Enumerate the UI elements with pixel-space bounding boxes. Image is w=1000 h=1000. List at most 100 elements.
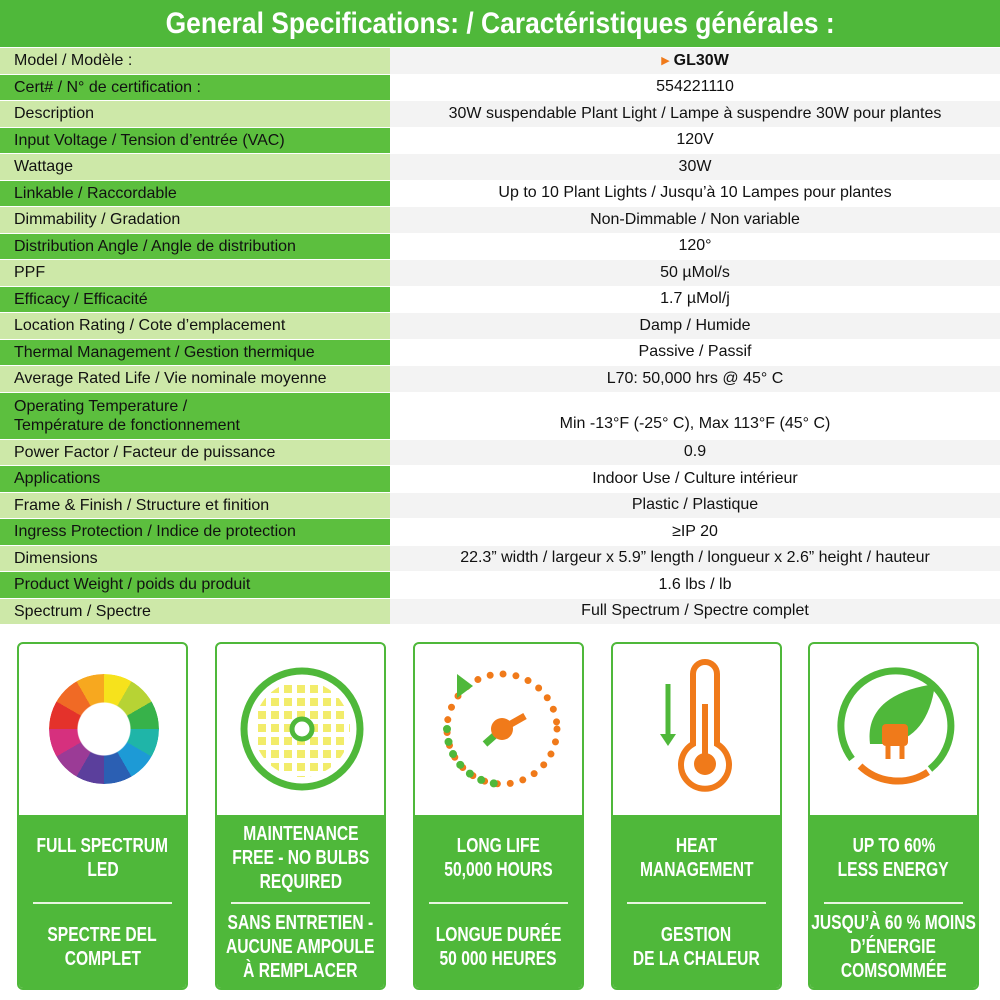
spec-label: Product Weight / poids du produit [14,576,251,594]
spec-value-cell: Min -13°F (-25° C), Max 113°F (45° C) [390,392,1000,439]
spec-value: Full Spectrum / Spectre complet [581,602,809,620]
spec-label-cell: Thermal Management / Gestion thermique [0,339,390,365]
spec-label-cell: Location Rating / Cote d’emplacement [0,313,390,339]
spec-row: Distribution Angle / Angle de distributi… [0,232,1000,259]
french-block: JUSQU’À 60 % MOINS D’ÉNERGIE COMSOMMÉE [810,904,977,989]
feature-text: HEAT MANAGEMENT GESTION DE LA CHALEUR [613,815,780,988]
spec-label-cell: Input Voltage / Tension d’entrée (VAC) [0,127,390,153]
spec-value-cell: Plastic / Plastique [390,492,1000,518]
spec-label: Location Rating / Cote d’emplacement [14,317,286,335]
feature-line: SPECTRE DEL [47,923,158,946]
feature-card: LONG LIFE 50,000 HOURS LONGUE DURÉE 50 000 … [413,642,584,990]
feature-icon [19,644,186,815]
english-block: LONG LIFE 50,000 HOURS [415,815,582,902]
spec-value-cell: ▶ GL30W [390,48,1000,74]
header: General Specifications: / Caractéristiqu… [0,0,1000,47]
spec-value: Plastic / Plastique [631,496,759,514]
spec-value-cell: 1.6 lbs / lb [390,572,1000,598]
spec-value-cell: L70: 50,000 hrs @ 45° C [390,366,1000,392]
spec-row: Input Voltage / Tension d’entrée (VAC) 12… [0,126,1000,153]
feature-line: DE LA CHALEUR [633,947,760,970]
spec-label: Cert# / N° de certification : [14,78,201,96]
feature-line: FULL SPECTRUM [36,835,169,858]
spec-label: Température de fonctionnement [14,416,240,434]
spec-value-cell: 120° [390,233,1000,259]
spec-row: Dimmability / Gradation Non-Dimmable / No… [0,206,1000,233]
feature-card: FULL SPECTRUM LED SPECTRE DEL COMPLET [17,642,188,990]
divider [429,901,568,904]
feature-line: REQUIRED [259,871,342,894]
spec-label: Linkable / Raccordable [14,184,177,202]
feature-card: HEAT MANAGEMENT GESTION DE LA CHALEUR [611,642,782,990]
spec-row: Wattage 30W [0,153,1000,180]
spec-value-cell: Damp / Humide [390,313,1000,339]
spec-row: Power Factor / Facteur de puissance 0.9 [0,438,1000,465]
english-block: HEAT MANAGEMENT [613,815,780,902]
spec-value-cell: 30W [390,154,1000,180]
feature-icon [217,644,384,815]
feature-line: SANS ENTRETIEN - [227,911,374,934]
spec-row: Efficacy / Efficacité 1.7 µMol/j [0,285,1000,312]
feature-text: MAINTENANCE FREE - NO BULBS REQUIRED SANS E… [217,815,384,989]
feature-line: GESTION [661,923,732,946]
feature-line: HEAT [675,835,718,858]
spec-value-cell: 50 µMol/s [390,260,1000,286]
feature-line: MANAGEMENT [639,859,754,882]
spec-value-cell: Up to 10 Plant Lights / Jusqu’à 10 Lampe… [390,180,1000,206]
spec-value: 120° [678,237,712,255]
spec-row: Operating Temperature / Température de fo… [0,391,1000,439]
spec-value-cell: ≥IP 20 [390,519,1000,545]
spec-value: Passive / Passif [638,343,752,361]
spec-row: Dimensions 22.3” width / largeur x 5.9” l… [0,544,1000,571]
spec-value: 0.9 [683,443,707,461]
spec-label-cell: Dimmability / Gradation [0,207,390,233]
spec-row: Average Rated Life / Vie nominale moyenn… [0,365,1000,392]
spec-row: Linkable / Raccordable Up to 10 Plant Lig… [0,179,1000,206]
spec-value-cell: 120V [390,127,1000,153]
spec-value: Damp / Humide [639,316,751,334]
spec-value-cell: 22.3” width / largeur x 5.9” length / lo… [390,545,1000,571]
spec-value: 50 µMol/s [660,263,730,281]
french-block: SANS ENTRETIEN - AUCUNE AMPOULE À REMPLACE… [217,904,384,989]
spec-label-cell: Linkable / Raccordable [0,180,390,206]
spec-label-cell: Efficacy / Efficacité [0,286,390,312]
spec-label-cell: Frame & Finish / Structure et finition [0,492,390,518]
spec-label: Model / Modèle : [14,52,133,70]
feature-text: UP TO 60% LESS ENERGY JUSQU’À 60 % MOINS D’… [810,815,977,989]
feature-line: COMSOMMÉE [840,959,947,982]
spec-value-cell: Passive / Passif [390,339,1000,365]
spec-label: Power Factor / Facteur de puissance [14,443,276,461]
spec-label-cell: Wattage [0,154,390,180]
spec-row: Model / Modèle : ▶ GL30W [0,47,1000,74]
spec-row: Cert# / N° de certification : 554221110 [0,73,1000,100]
spec-value-cell: 1.7 µMol/j [390,286,1000,312]
spec-label-cell: Average Rated Life / Vie nominale moyenn… [0,366,390,392]
feature-line: À REMPLACER [243,959,358,982]
spec-label-cell: Dimensions [0,545,390,571]
spec-label-cell: Spectrum / Spectre [0,598,390,624]
spec-label: Description [14,105,95,123]
feature-line: LONGUE DURÉE [435,923,562,946]
spec-row: Thermal Management / Gestion thermique Pa… [0,338,1000,365]
spec-row: Spectrum / Spectre Full Spectrum / Spectr… [0,597,1000,624]
spec-value: ≥IP 20 [672,522,718,540]
spec-label-cell: Operating Temperature / Température de fo… [0,392,390,439]
french-block: LONGUE DURÉE 50 000 HEURES [415,904,582,989]
spec-value: Up to 10 Plant Lights / Jusqu’à 10 Lampe… [498,184,892,202]
spec-label: Average Rated Life / Vie nominale moyenn… [14,370,327,388]
spec-value: 554221110 [656,78,734,96]
spec-value-cell: 30W suspendable Plant Light / Lampe à su… [390,101,1000,127]
spec-value: 1.6 lbs / lb [658,575,732,593]
spec-value: GL30W [673,51,729,69]
spec-label: Applications [14,470,101,488]
feature-text: FULL SPECTRUM LED SPECTRE DEL COMPLET [19,815,186,988]
feature-line: UP TO 60% [852,835,935,858]
spec-value: Min -13°F (-25° C), Max 113°F (45° C) [559,414,831,432]
feature-line: COMPLET [64,947,141,970]
spec-value-cell: Full Spectrum / Spectre complet [390,598,1000,624]
feature-card: UP TO 60% LESS ENERGY JUSQU’À 60 % MOINS D’… [808,642,979,990]
spec-row: Frame & Finish / Structure et finition Pl… [0,491,1000,518]
spec-label-cell: Cert# / N° de certification : [0,74,390,100]
spec-row: Ingress Protection / Indice de protectio… [0,518,1000,545]
